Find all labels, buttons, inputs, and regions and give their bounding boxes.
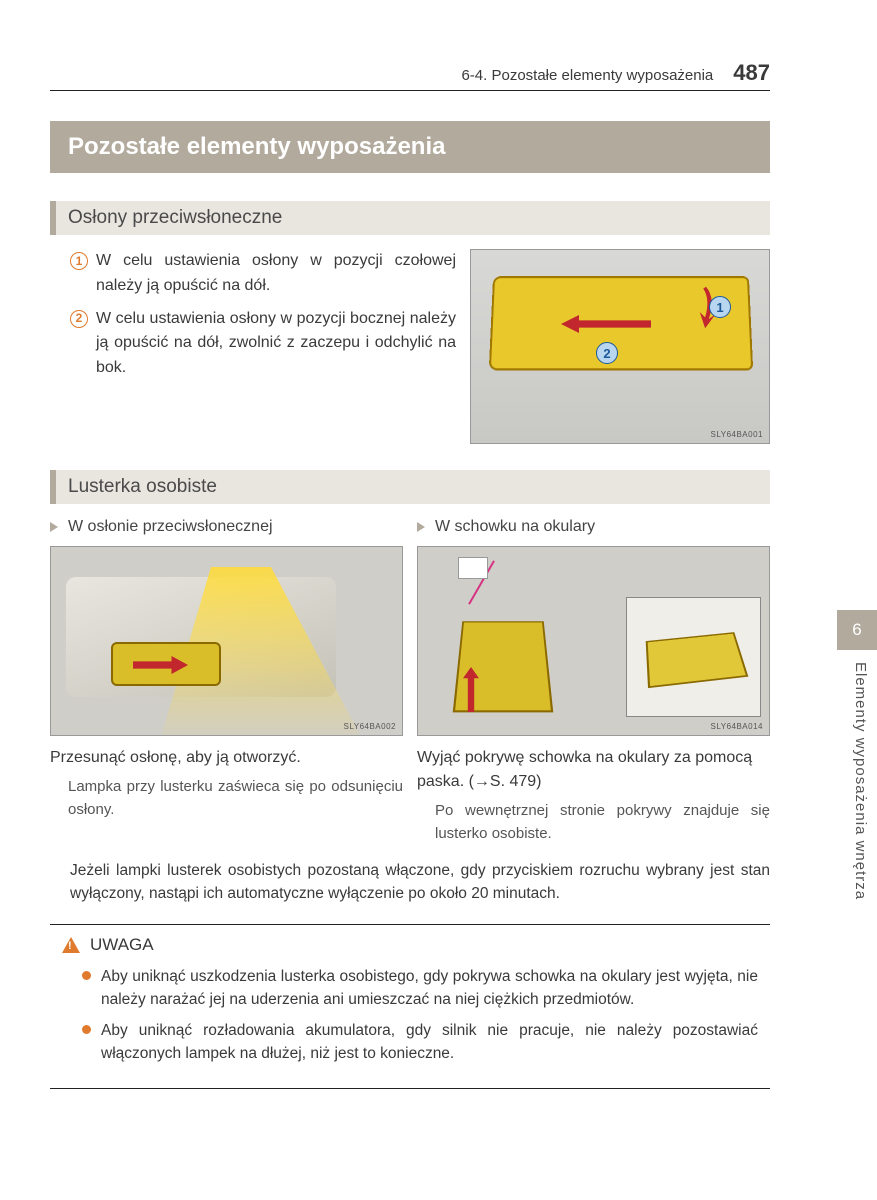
- chapter-side-label: Elementy wyposażenia wnętrza: [852, 662, 869, 900]
- image-code: SLY64BA002: [344, 722, 396, 731]
- image-code: SLY64BA014: [711, 722, 763, 731]
- warning-item: Aby uniknąć rozładowania akumulatora, gd…: [62, 1019, 758, 1066]
- list-item: 2 W celu ustawienia osłony w pozycji boc…: [70, 307, 456, 381]
- warning-triangle-icon: [62, 937, 80, 953]
- mirrors-section: W osłonie przeciwsłonecznej SLY64BA002 P…: [50, 518, 770, 845]
- section-path: 6-4. Pozostałe elementy wyposażenia: [461, 67, 713, 84]
- running-header: 6-4. Pozostałe elementy wyposażenia 487: [50, 60, 770, 91]
- callout-box: [458, 557, 488, 579]
- image-code: SLY64BA001: [711, 430, 763, 439]
- inset-detail: [626, 597, 761, 717]
- step-marker-2: 2: [70, 310, 88, 328]
- column-title: W osłonie przeciwsłonecznej: [50, 518, 403, 536]
- mirror-visor-illustration: SLY64BA002: [50, 546, 403, 736]
- column-title: W schowku na okulary: [417, 518, 770, 536]
- callout-1: 1: [709, 296, 731, 318]
- warning-item: Aby uniknąć uszkodzenia lusterka osobist…: [62, 965, 758, 1012]
- inset-mirror-shape: [646, 632, 749, 688]
- mirror-left-column: W osłonie przeciwsłonecznej SLY64BA002 P…: [50, 518, 403, 845]
- arrow-right-icon: [133, 656, 188, 674]
- mirror-slot: [111, 642, 221, 686]
- warning-label: UWAGA: [90, 935, 154, 955]
- sunvisor-section: 1 W celu ustawienia osłony w pozycji czo…: [50, 249, 770, 444]
- column-subtext: Lampka przy lusterku zaświeca się po ods…: [50, 776, 403, 821]
- column-body: Wyjąć pokrywę schowka na okulary za pomo…: [417, 746, 770, 794]
- footnote: Jeżeli lampki lusterek osobistych pozost…: [70, 859, 770, 906]
- subheading-sunvisors: Osłony przeciwsłoneczne: [50, 201, 770, 235]
- sunvisor-illustration: 1 2 SLY64BA001: [470, 249, 770, 444]
- list-item: 1 W celu ustawienia osłony w pozycji czo…: [70, 249, 456, 299]
- column-subtext: Po wewnętrznej stronie pokrywy znajduje …: [417, 800, 770, 845]
- step-text: W celu ustawienia osłony w pozycji czoło…: [96, 249, 456, 299]
- subheading-mirrors: Lusterka osobiste: [50, 470, 770, 504]
- page-number: 487: [733, 60, 770, 86]
- sunvisor-instructions: 1 W celu ustawienia osłony w pozycji czo…: [50, 249, 456, 444]
- mirror-glovebox-illustration: SLY64BA014: [417, 546, 770, 736]
- callout-2: 2: [596, 342, 618, 364]
- step-text: W celu ustawienia osłony w pozycji boczn…: [96, 307, 456, 381]
- chapter-tab: 6: [837, 610, 877, 650]
- page-title: Pozostałe elementy wyposażenia: [50, 121, 770, 173]
- console-shape: [453, 621, 554, 712]
- step-marker-1: 1: [70, 252, 88, 270]
- page-content: 6-4. Pozostałe elementy wyposażenia 487 …: [50, 60, 770, 1089]
- column-body: Przesunąć osłonę, aby ją otworzyć.: [50, 746, 403, 770]
- warning-heading: UWAGA: [62, 935, 758, 955]
- warning-box: UWAGA Aby uniknąć uszkodzenia lusterka o…: [50, 924, 770, 1089]
- mirror-right-column: W schowku na okulary SLY64BA014 Wyjąć po…: [417, 518, 770, 845]
